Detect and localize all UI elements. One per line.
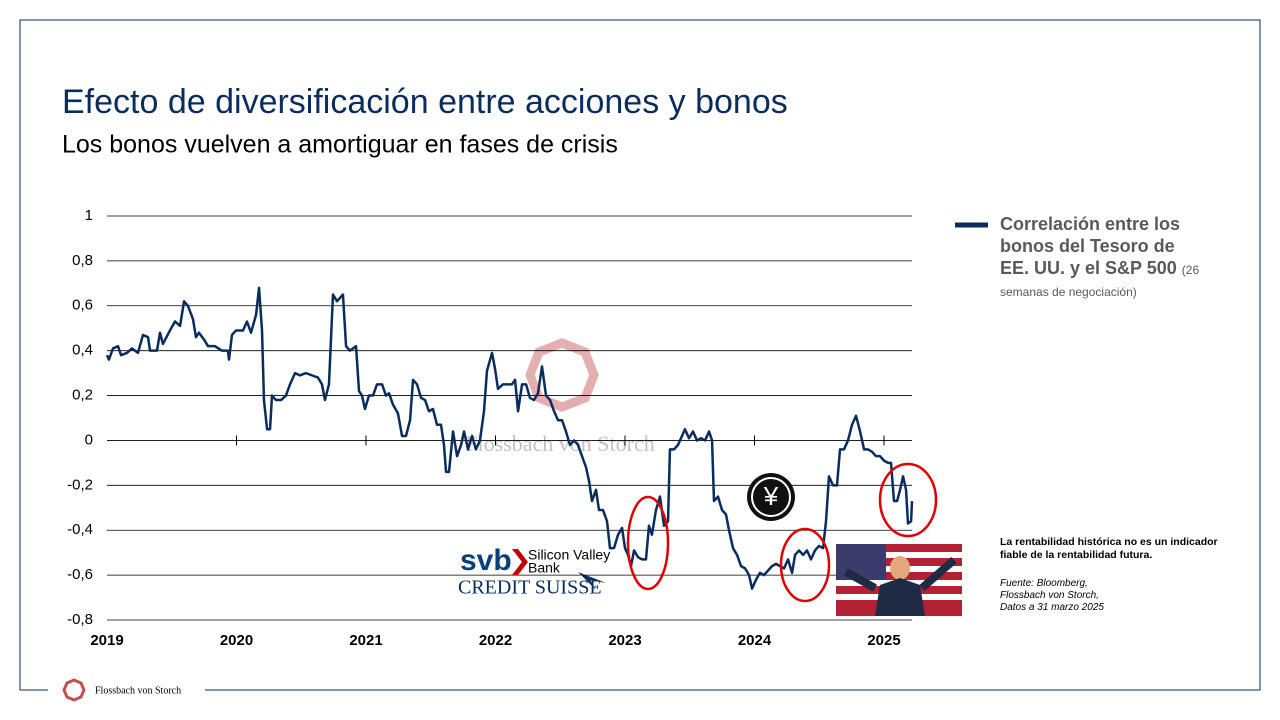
y-tick-label: 0,8 [72, 252, 93, 269]
credit-suisse-text: CREDIT SUISSE [458, 577, 602, 599]
watermark-text: Flossbach von Storch [465, 431, 654, 456]
plot: -0,8 -0,6 -0,4 -0,2 0 0,2 0,4 0,6 0,8 1 2019 2020 20… [67, 207, 914, 649]
yen-icon: ¥ [747, 473, 795, 521]
y-tick-label: 0 [85, 431, 93, 448]
title: Efecto de diversificación entre acciones… [62, 83, 788, 121]
svb-name: Bank [528, 560, 561, 576]
x-tick-label: 2024 [738, 632, 772, 649]
flag-stripe [836, 552, 962, 558]
disclaimer: La rentabilidad histórica no es un indic… [1000, 536, 1218, 561]
x-tick-label: 2020 [220, 632, 253, 649]
y-tick-label: 1 [85, 207, 93, 224]
x-tick-label: 2022 [479, 632, 512, 649]
x-tick-label: 2021 [349, 632, 382, 649]
footer-logo [62, 678, 86, 702]
footer-text: Flossbach von Storch [95, 685, 181, 696]
highlight-circle [779, 527, 831, 603]
y-tick-label: 0,6 [72, 297, 93, 314]
y-tick-label: -0,2 [67, 476, 93, 493]
x-tick-label: 2025 [867, 632, 900, 649]
footer: Flossbach von Storch [62, 678, 181, 702]
svb-logo: svb Silicon Valley Bank [460, 544, 610, 577]
y-tick-label: -0,4 [67, 521, 93, 538]
source: Fuente: Bloomberg, Flossbach von Storch,… [1000, 578, 1104, 614]
yen-circle [747, 473, 795, 521]
series-line [105, 286, 914, 590]
subtitle: Los bonos vuelven a amortiguar en fases … [62, 131, 618, 159]
legend: Correlación entre los bonos del Tesoro d… [1000, 213, 1205, 301]
frame-line [19, 19, 1261, 691]
source-line: Flossbach von Storch, [1000, 590, 1099, 601]
svb-text: svb [460, 544, 512, 577]
watermark: Flossbach von Storch [465, 338, 655, 456]
y-tick-label: 0,2 [72, 387, 93, 404]
credit-suisse-sails [578, 572, 606, 590]
flag-canton [836, 544, 886, 580]
legend-note: (26 semanas de negociación) [1000, 263, 1200, 299]
yen-ring [751, 477, 791, 517]
photo [836, 544, 962, 616]
highlight-circle [626, 495, 670, 591]
person-head [890, 556, 910, 580]
legend-label: Correlación entre los bonos del Tesoro d… [1000, 214, 1181, 278]
person-suit [875, 578, 925, 616]
y-tick-label: -0,8 [67, 611, 93, 628]
highlight-circle [878, 462, 938, 538]
frame [19, 19, 1261, 691]
x-tick-label: 2023 [608, 632, 641, 649]
credit-suisse-logo: CREDIT SUISSE [458, 572, 606, 599]
highlight-circles [626, 462, 938, 603]
source-line: Fuente: Bloomberg, [1000, 578, 1088, 589]
svb-chevron [512, 549, 528, 575]
svb-name: Silicon Valley [528, 547, 610, 563]
person-arms [844, 556, 957, 592]
source-line: Datos a 31 marzo 2025 [1000, 602, 1104, 613]
watermark-logo [525, 338, 599, 412]
y-tick-label: -0,6 [67, 566, 93, 583]
x-tick-label: 2019 [90, 632, 123, 649]
y-tick-label: 0,4 [72, 342, 93, 359]
yen-symbol: ¥ [763, 481, 779, 511]
